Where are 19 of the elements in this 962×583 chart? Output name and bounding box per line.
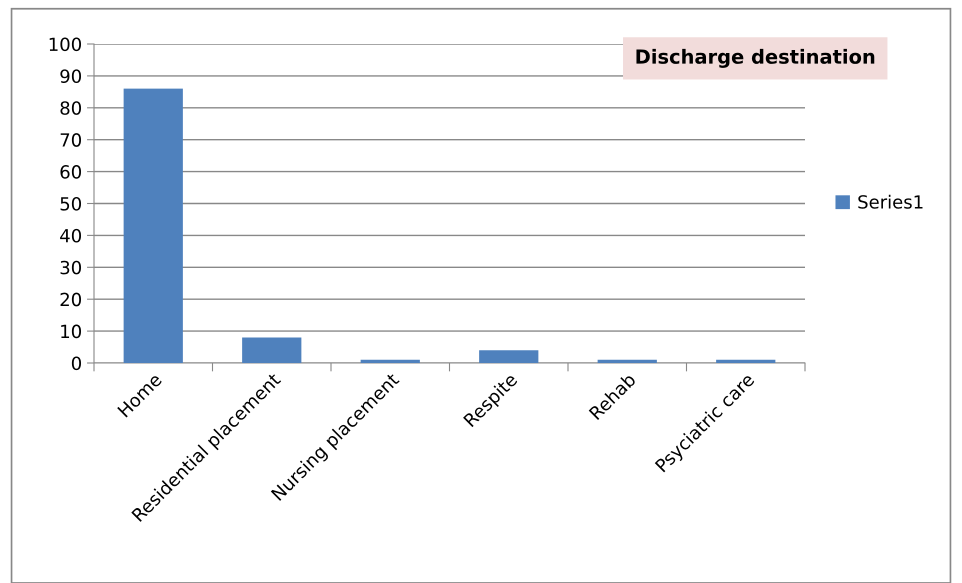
y-tick-label: 20 <box>60 292 81 306</box>
bar <box>479 350 538 363</box>
y-tick-label: 90 <box>60 69 81 84</box>
bar <box>598 360 657 363</box>
y-tick-label: 50 <box>60 196 81 211</box>
bar <box>716 360 776 363</box>
legend-label: Series1 <box>858 194 922 209</box>
y-tick-label: 10 <box>61 324 81 338</box>
bar <box>124 88 183 363</box>
bar <box>242 337 302 363</box>
bar <box>360 360 420 363</box>
y-tick-label: 100 <box>50 37 81 52</box>
y-tick-label: 40 <box>60 228 81 243</box>
y-tick-label: 60 <box>60 165 81 179</box>
y-tick-label: 70 <box>60 133 81 147</box>
y-tick-label: 30 <box>60 260 81 274</box>
y-tick-label: 80 <box>60 101 81 115</box>
chart-title: Discharge destination <box>636 48 874 68</box>
y-tick-label: 0 <box>72 356 81 370</box>
